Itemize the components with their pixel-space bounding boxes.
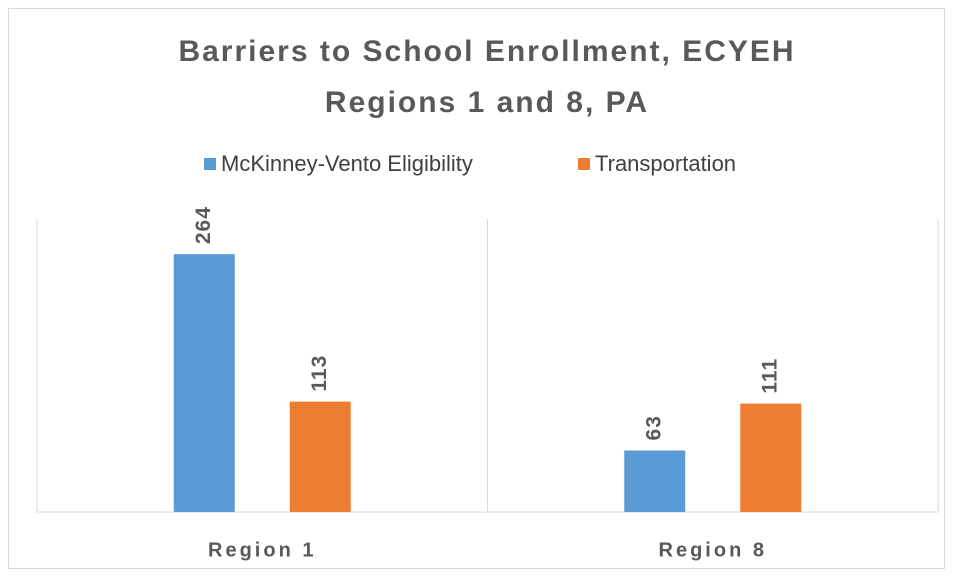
legend-swatch [204,158,216,170]
data-label: 113 [308,355,331,392]
x-tick-label: Region 1 [208,539,316,561]
bar [740,403,802,512]
data-label: 63 [642,415,665,440]
data-label: 111 [758,358,781,394]
chart-title: Barriers to School Enrollment, ECYEH [178,35,795,68]
x-tick-label: Region 8 [659,539,767,561]
legend-label: Transportation [595,151,736,176]
data-label: 264 [192,206,215,244]
legend-label: McKinney-Vento Eligibility [221,151,473,176]
bar [173,254,235,512]
bar [624,450,686,512]
chart-title: Regions 1 and 8, PA [325,86,649,119]
legend-swatch [578,158,590,170]
bar [289,401,351,512]
